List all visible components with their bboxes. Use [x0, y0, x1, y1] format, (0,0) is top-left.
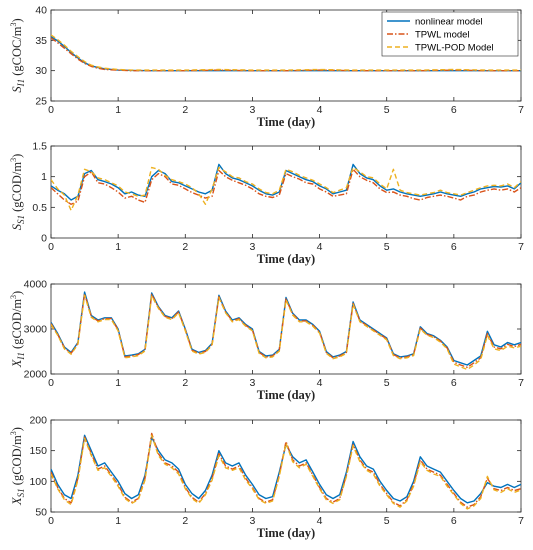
x-tick-label: 4 [317, 104, 323, 116]
series-line-nonlinear-model [51, 291, 521, 366]
y-label-superscript: 3 [9, 22, 18, 26]
y-label-symbol: S [10, 223, 24, 230]
y-tick-label: 30 [35, 65, 47, 77]
legend-box [381, 11, 519, 57]
series-line-tpwl-model [51, 293, 521, 368]
y-label-close: ) [10, 427, 24, 431]
y-label-superscript: 3 [9, 158, 18, 162]
legend-entry: nonlinear model [415, 17, 483, 28]
panel-X_I1: 0 1 2 3 4 5 6 7 2000 3000 4000 Time (day) XI1 (gCOD/… [9, 279, 524, 403]
y-tick-label: 100 [29, 476, 47, 488]
x-tick-label: 6 [451, 515, 457, 527]
x-tick-label: 7 [518, 377, 524, 389]
legend-entry: TPWL-POD Model [415, 43, 494, 54]
y-label-unit: (gCOD/m [10, 435, 24, 488]
plot-area [50, 145, 522, 239]
x-tick-label: 4 [317, 515, 323, 527]
y-label-subscript: S1 [16, 215, 26, 224]
y-tick-label: 4000 [24, 279, 48, 291]
series-line-tpwl-pod-model [51, 294, 521, 371]
y-label-close: ) [10, 291, 24, 295]
y-tick-label: 2000 [24, 369, 48, 381]
x-tick-label: 0 [48, 515, 54, 527]
x-tick-label: 3 [250, 515, 256, 527]
x-tick-label: 4 [317, 377, 323, 389]
x-tick-label: 5 [384, 515, 390, 527]
series-line-tpwl-model [51, 168, 521, 206]
x-tick-label: 3 [250, 377, 256, 389]
legend: nonlinear model TPWL model TPWL-POD Model [381, 11, 519, 57]
x-tick-label: 2 [182, 515, 188, 527]
y-tick-label: 0 [41, 233, 47, 245]
x-axis-label: Time (day) [257, 252, 315, 266]
x-axis-label: Time (day) [257, 115, 315, 129]
y-axis-label: SS1 (gCOD/m3) [9, 154, 26, 231]
y-tick-label: 0.5 [32, 202, 47, 214]
y-label-symbol: S [10, 86, 24, 93]
plot-area [50, 419, 522, 513]
y-tick-label: 35 [35, 35, 47, 47]
x-tick-label: 7 [518, 515, 524, 527]
y-tick-label: 40 [35, 5, 47, 17]
y-label-unit: (gCOD/m [10, 162, 24, 215]
series-line-tpwl-model [51, 37, 521, 72]
x-tick-label: 1 [115, 241, 121, 253]
y-label-unit: (gCOC/m [10, 26, 24, 79]
x-axis-label: Time (day) [257, 388, 315, 402]
y-axis-label: SI1 (gCOC/m3) [9, 18, 26, 92]
x-tick-label: 1 [115, 377, 121, 389]
x-tick-label: 1 [115, 515, 121, 527]
x-tick-label: 3 [250, 241, 256, 253]
y-tick-label: 50 [35, 507, 47, 519]
x-tick-label: 5 [384, 377, 390, 389]
y-tick-label: 150 [29, 445, 47, 457]
x-tick-label: 6 [451, 241, 457, 253]
y-label-symbol: X [10, 358, 24, 368]
x-tick-label: 5 [384, 104, 390, 116]
x-tick-label: 3 [250, 104, 256, 116]
x-tick-label: 7 [518, 104, 524, 116]
y-tick-label: 200 [29, 415, 47, 427]
y-label-subscript: I1 [16, 352, 26, 361]
x-tick-label: 0 [48, 377, 54, 389]
y-label-close: ) [10, 18, 24, 22]
legend-entry: TPWL model [415, 30, 470, 41]
x-tick-label: 6 [451, 104, 457, 116]
panel-X_S1: 0 1 2 3 4 5 6 7 50 100 150 200 Time (day) XS1 (gCOD/m… [9, 415, 524, 541]
x-tick-label: 2 [182, 377, 188, 389]
x-tick-label: 4 [317, 241, 323, 253]
y-tick-label: 1 [41, 171, 47, 183]
x-tick-label: 2 [182, 104, 188, 116]
y-label-symbol: X [10, 496, 24, 506]
x-tick-label: 1 [115, 104, 121, 116]
series-line-tpwl-pod-model [51, 166, 521, 212]
x-tick-label: 2 [182, 241, 188, 253]
x-tick-label: 6 [451, 377, 457, 389]
y-label-subscript: S1 [16, 488, 26, 497]
y-tick-label: 25 [35, 96, 47, 108]
y-label-subscript: I1 [16, 79, 26, 88]
x-tick-label: 0 [48, 104, 54, 116]
y-label-close: ) [10, 154, 24, 158]
y-label-unit: (gCOD/m [10, 299, 24, 352]
x-tick-label: 7 [518, 241, 524, 253]
y-axis-label: XI1 (gCOD/m3) [9, 291, 26, 368]
series-line-tpwl-model [51, 432, 521, 508]
y-tick-label: 1.5 [32, 141, 47, 153]
y-label-superscript: 3 [9, 295, 18, 299]
x-axis-label: Time (day) [257, 526, 315, 540]
x-tick-label: 0 [48, 241, 54, 253]
series-line-tpwl-pod-model [51, 434, 521, 510]
x-tick-label: 5 [384, 241, 390, 253]
y-tick-label: 3000 [24, 324, 48, 336]
y-label-superscript: 3 [9, 431, 18, 435]
y-axis-label: XS1 (gCOD/m3) [9, 427, 26, 506]
